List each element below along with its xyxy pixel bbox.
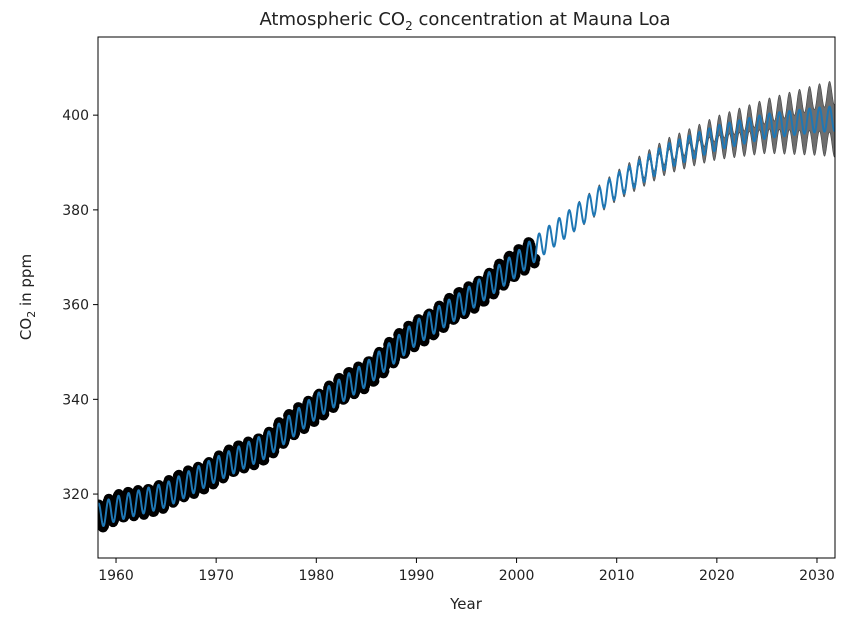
x-tick-label: 1970 xyxy=(198,568,234,584)
y-tick-label: 380 xyxy=(62,203,89,219)
chart-title: Atmospheric CO2 concentration at Mauna L… xyxy=(259,9,670,33)
y-axis-label-subscript: 2 xyxy=(25,311,38,318)
chart-title-rest: concentration at Mauna Loa xyxy=(413,9,671,30)
x-tick-label: 1980 xyxy=(298,568,334,584)
x-tick-label: 1960 xyxy=(98,568,134,584)
y-tick-label: 400 xyxy=(62,108,89,124)
plot-area xyxy=(98,80,835,533)
x-tick-label: 2030 xyxy=(799,568,835,584)
chart-title-subscript: 2 xyxy=(405,19,413,33)
y-tick-label: 340 xyxy=(62,392,89,408)
x-axis: 1960 1970 1980 1990 2000 2010 2020 2030 xyxy=(98,558,835,584)
x-tick-label: 1990 xyxy=(399,568,435,584)
chart-title-main: Atmospheric CO xyxy=(259,9,405,30)
x-tick-label: 2010 xyxy=(599,568,635,584)
plot-frame xyxy=(97,36,836,559)
x-tick-label: 2020 xyxy=(699,568,735,584)
prediction-line-layer xyxy=(98,105,835,528)
y-axis-label: CO2 in ppm xyxy=(17,254,38,340)
prediction-line xyxy=(98,105,835,528)
y-axis-label-rest: in ppm xyxy=(17,254,35,311)
y-tick-label: 360 xyxy=(62,298,89,314)
y-tick-label: 320 xyxy=(62,487,89,503)
y-axis: 320 340 360 380 400 xyxy=(62,108,98,503)
y-axis-label-main: CO xyxy=(17,318,35,340)
x-tick-label: 2000 xyxy=(499,568,535,584)
x-axis-label: Year xyxy=(449,595,483,613)
